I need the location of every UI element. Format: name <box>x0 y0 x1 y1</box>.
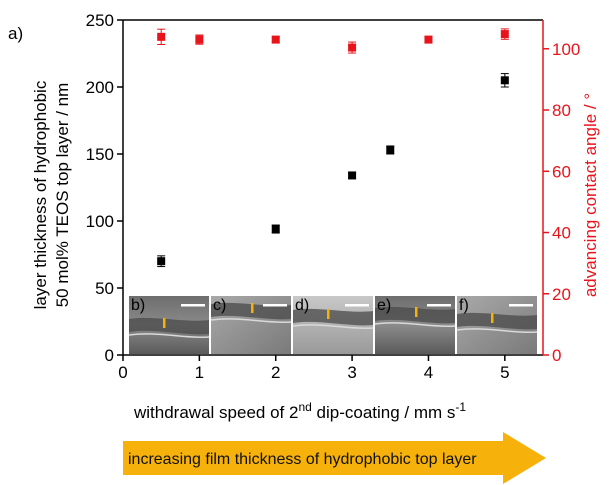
scale-bar <box>509 304 533 307</box>
scale-bar <box>427 304 451 307</box>
inset-label: f) <box>459 297 469 314</box>
sem-film-layer <box>457 312 537 330</box>
y-right-tick-label: 0 <box>552 346 561 365</box>
x-tick-label: 3 <box>347 363 356 382</box>
x-tick-label: 4 <box>424 363 433 382</box>
x-tick-label: 0 <box>118 363 127 382</box>
data-point <box>195 35 204 44</box>
thickness-marker <box>415 307 418 317</box>
series-layer-thickness <box>157 73 509 268</box>
thickness-marker <box>327 309 330 319</box>
y-right-tick-label: 40 <box>552 224 571 243</box>
y-left-tick-label: 0 <box>105 346 114 365</box>
axes <box>117 19 549 361</box>
y-right-tick-label: 20 <box>552 285 571 304</box>
thickness-marker <box>491 313 494 323</box>
y-right-tick-label: 80 <box>552 101 571 120</box>
y-left-tick-label: 50 <box>95 279 114 298</box>
x-tick-label: 2 <box>271 363 280 382</box>
sem-edge-highlight <box>128 333 210 339</box>
y-axis-right-title: advancing contact angle / ° <box>581 93 600 297</box>
inset-label: d) <box>295 297 309 314</box>
data-point <box>424 35 433 44</box>
data-point <box>157 257 166 266</box>
y-left-tick-label: 150 <box>86 145 114 164</box>
y-left-tick-label: 250 <box>86 11 114 30</box>
y-axis-left-title-line2: 50 mol% TEOS top layer / nm <box>53 83 72 308</box>
scale-bar <box>263 304 287 307</box>
inset-label: c) <box>213 297 226 314</box>
inset-label: e) <box>377 297 391 314</box>
sem-inset-c: c) <box>210 296 292 354</box>
inset-label: b) <box>131 297 145 314</box>
data-point <box>271 35 280 44</box>
y-left-tick-label: 200 <box>86 78 114 97</box>
trend-arrow-shape <box>123 432 546 484</box>
thickness-marker <box>251 303 254 313</box>
y-right-tick-label: 100 <box>552 40 580 59</box>
sem-edge-highlight <box>456 328 538 334</box>
trend-arrow: increasing film thickness of hydrophobic… <box>123 432 546 484</box>
x-axis-title-main: withdrawal speed of 2 <box>133 403 298 422</box>
data-point <box>348 171 357 180</box>
data-point <box>271 225 280 234</box>
data-point <box>500 30 509 39</box>
panel-label: a) <box>8 24 23 43</box>
sem-edge-highlight <box>374 322 456 328</box>
data-point <box>500 76 509 85</box>
trend-arrow-label: increasing film thickness of hydrophobic… <box>128 451 477 468</box>
data-point <box>157 32 166 41</box>
data-points <box>157 28 509 268</box>
y-left-tick-label: 100 <box>86 212 114 231</box>
sem-inset-b: b) <box>128 296 210 354</box>
sem-inset-d: d) <box>292 296 374 354</box>
x-axis-title: withdrawal speed of 2nd dip-coating / mm… <box>133 400 466 422</box>
thickness-marker <box>163 318 166 328</box>
y-axis-left-title-line1: layer thickness of hydrophobic <box>31 80 50 309</box>
sem-film-layer <box>129 317 209 335</box>
y-right-tick-label: 60 <box>552 162 571 181</box>
scale-bar <box>345 304 369 307</box>
scale-bar <box>181 304 205 307</box>
series-contact-angle <box>157 28 509 54</box>
sem-edge-highlight <box>210 318 292 324</box>
data-point <box>386 145 395 154</box>
sem-inset-e: e) <box>374 296 456 354</box>
x-axis-title-sup2: -1 <box>455 400 466 414</box>
sem-film-layer <box>293 308 373 326</box>
sem-edge-highlight <box>292 324 374 330</box>
x-tick-label: 1 <box>195 363 204 382</box>
sem-inset-f: f) <box>456 296 538 354</box>
data-point <box>348 43 357 52</box>
x-axis-title-sup1: nd <box>298 400 311 414</box>
x-axis-title-rest: dip-coating / mm s <box>312 403 456 422</box>
x-tick-label: 5 <box>500 363 509 382</box>
sem-insets: b) c) d) e) f) <box>128 296 538 354</box>
